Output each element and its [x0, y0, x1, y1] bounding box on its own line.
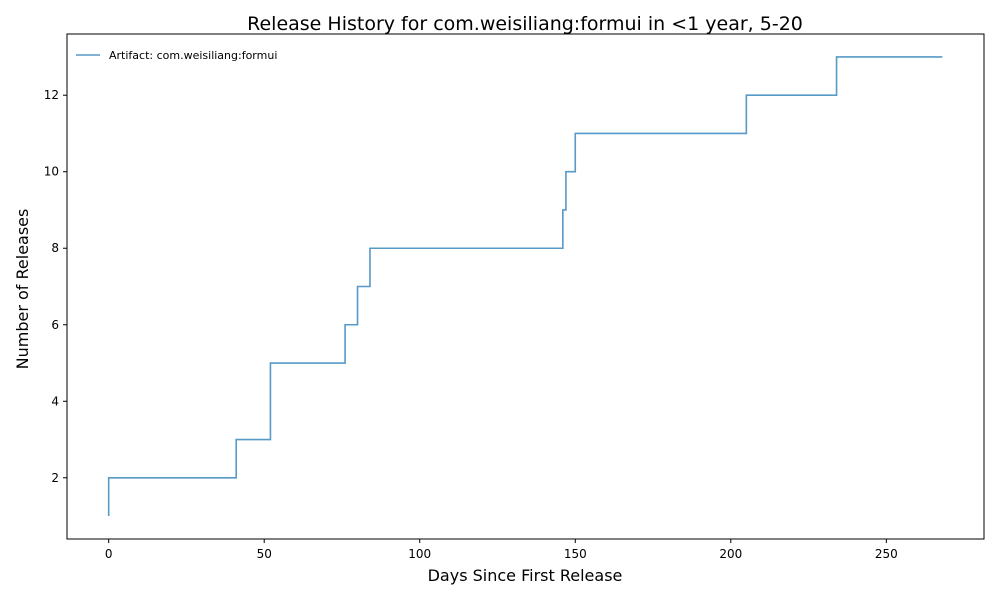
plot-area — [107, 56, 943, 517]
x-tick-label: 0 — [105, 547, 113, 561]
chart-title: Release History for com.weisiliang:formu… — [247, 13, 803, 35]
y-axis-label: Number of Releases — [13, 209, 32, 370]
legend: Artifact: com.weisiliang:formui — [76, 49, 277, 62]
y-tick-label: 4 — [51, 394, 59, 408]
y-tick-label: 2 — [51, 471, 59, 485]
series-line — [107, 56, 943, 517]
y-tick-label: 12 — [44, 88, 59, 102]
x-tick-label: 150 — [564, 547, 587, 561]
y-tick-label: 6 — [51, 318, 59, 332]
legend-label: Artifact: com.weisiliang:formui — [109, 49, 277, 62]
x-tick-label: 100 — [408, 547, 431, 561]
x-axis-label: Days Since First Release — [428, 566, 623, 585]
y-tick-label: 8 — [51, 241, 59, 255]
x-tick-label: 250 — [875, 547, 898, 561]
x-tick-label: 200 — [719, 547, 742, 561]
x-tick-label: 50 — [257, 547, 272, 561]
plot-frame — [66, 33, 985, 540]
y-tick-label: 10 — [44, 165, 59, 179]
